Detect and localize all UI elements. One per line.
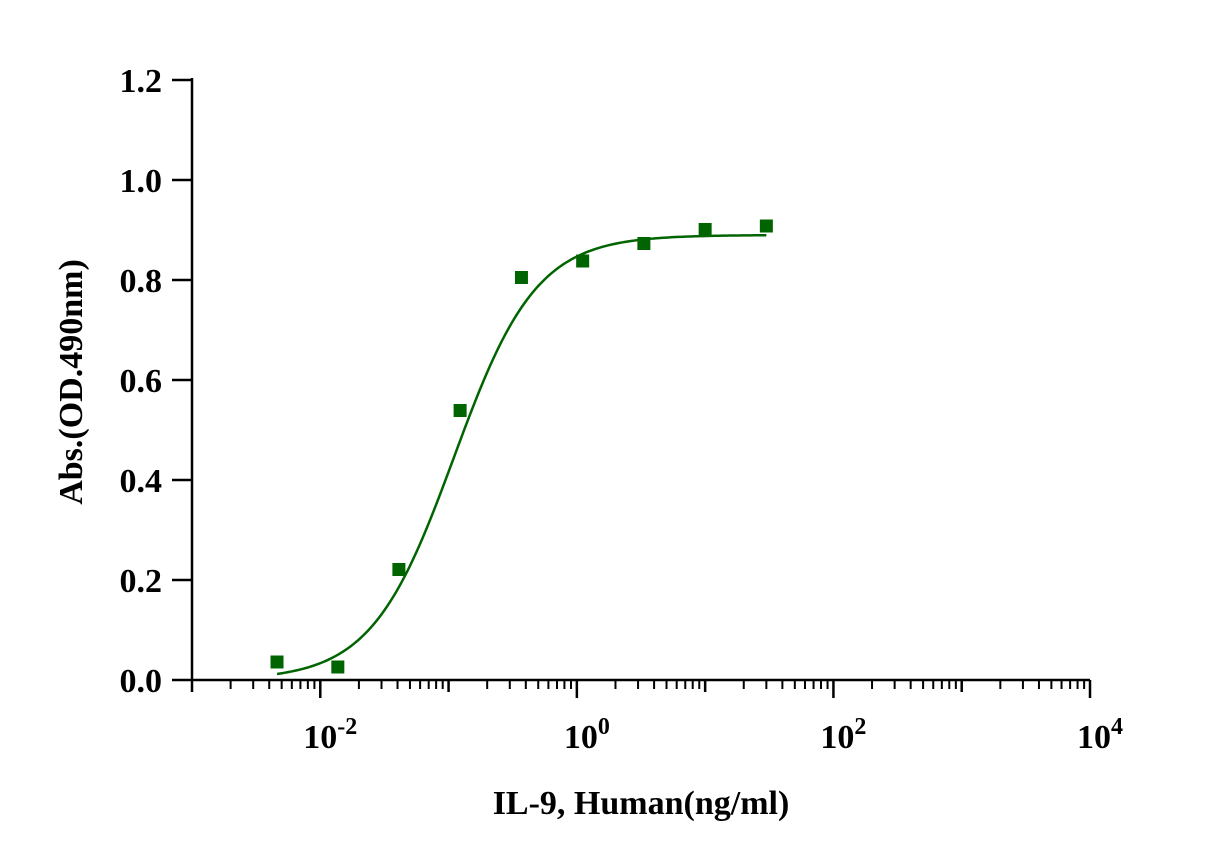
y-tick-label-2: 0.4: [120, 463, 163, 500]
x-axis-title: IL-9, Human(ng/ml): [493, 785, 790, 822]
x-tick-base-1: 10: [564, 719, 598, 756]
x-tick-base-3: 10: [1077, 719, 1111, 756]
y-axis-ticks: 0.0 0.2 0.4 0.6 0.8 1.0 1.2: [120, 63, 192, 700]
x-tick-exponent-1: 0: [598, 714, 610, 740]
fit-curve: [276, 233, 767, 676]
data-points: [270, 219, 773, 674]
data-point-8: [759, 219, 773, 233]
x-tick-label-3: 104: [1077, 714, 1123, 756]
data-point-0: [270, 655, 284, 669]
data-point-5: [576, 254, 590, 268]
y-tick-label-5: 1.0: [120, 163, 163, 200]
x-tick-exponent-2: 2: [854, 714, 866, 740]
x-minor-ticks: [190, 680, 1092, 698]
data-point-2: [392, 563, 406, 576]
data-point-6: [637, 237, 651, 250]
y-tick-label-0: 0.0: [120, 663, 163, 700]
data-point-1: [331, 660, 345, 674]
x-tick-label-2: 102: [820, 714, 866, 756]
y-tick-label-3: 0.6: [120, 363, 163, 400]
x-tick-exponent-3: 4: [1111, 714, 1123, 740]
x-axis-ticks: 10-2 100 102 104: [303, 714, 1123, 756]
x-tick-label-1: 100: [564, 714, 610, 756]
y-tick-label-4: 0.8: [120, 263, 163, 300]
x-tick-exponent-0: -2: [337, 714, 357, 740]
x-tick-base-0: 10: [303, 719, 337, 756]
x-tick-label-0: 10-2: [303, 714, 357, 756]
data-point-7: [698, 223, 712, 236]
data-point-4: [514, 271, 528, 284]
data-point-3: [453, 404, 467, 417]
y-tick-label-1: 0.2: [120, 563, 163, 600]
y-tick-label-6: 1.2: [120, 63, 163, 100]
y-axis-title: Abs.(OD.490nm): [53, 259, 90, 505]
x-tick-base-2: 10: [820, 719, 854, 756]
